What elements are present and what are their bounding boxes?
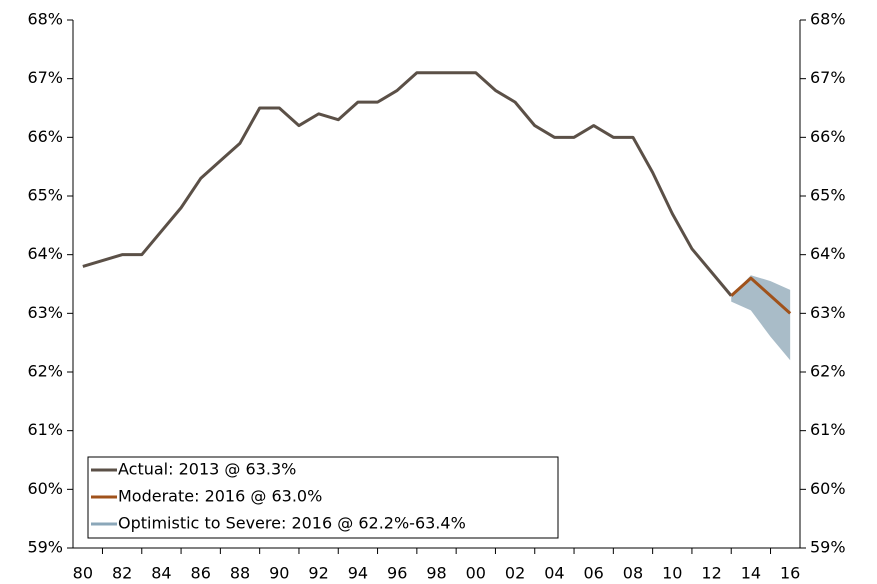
x-tick-label: 08 bbox=[623, 564, 643, 583]
y-tick-label: 66% bbox=[27, 127, 63, 146]
line bbox=[82, 71, 733, 297]
line bbox=[730, 276, 792, 315]
x-tick-label: 92 bbox=[308, 564, 328, 583]
x-tick-label: 06 bbox=[584, 564, 604, 583]
y2-tick-label: 67% bbox=[810, 68, 846, 87]
y-tick-label: 64% bbox=[27, 244, 63, 263]
legend-label: Moderate: 2016 @ 63.0% bbox=[118, 487, 322, 506]
y-tick-label: 60% bbox=[27, 479, 63, 498]
x-tick-label: 96 bbox=[387, 564, 407, 583]
y-tick-label: 59% bbox=[27, 538, 63, 557]
y-tick-label: 67% bbox=[27, 68, 63, 87]
x-tick-label: 82 bbox=[112, 564, 132, 583]
y-tick-label: 65% bbox=[27, 186, 63, 205]
y2-tick-label: 62% bbox=[810, 362, 846, 381]
x-tick-label: 14 bbox=[741, 564, 761, 583]
y2-tick-label: 59% bbox=[810, 538, 846, 557]
x-tick-label: 00 bbox=[466, 564, 486, 583]
range-band bbox=[731, 275, 791, 361]
x-tick-label: 04 bbox=[544, 564, 564, 583]
x-tick-label: 84 bbox=[151, 564, 171, 583]
y2-tick-label: 68% bbox=[810, 10, 846, 29]
x-tick-label: 80 bbox=[73, 564, 93, 583]
x-tick-label: 90 bbox=[269, 564, 289, 583]
legend-label: Actual: 2013 @ 63.3% bbox=[118, 460, 296, 479]
x-tick-label: 86 bbox=[191, 564, 211, 583]
x-tick-label: 12 bbox=[701, 564, 721, 583]
x-tick-label: 94 bbox=[348, 564, 368, 583]
y-tick-label: 62% bbox=[27, 362, 63, 381]
legend-box bbox=[87, 456, 559, 539]
y2-tick-label: 65% bbox=[810, 186, 846, 205]
y-tick-label: 63% bbox=[27, 303, 63, 322]
x-tick-label: 98 bbox=[426, 564, 446, 583]
x-tick-label: 02 bbox=[505, 564, 525, 583]
x-tick-label: 10 bbox=[662, 564, 682, 583]
y2-tick-label: 66% bbox=[810, 127, 846, 146]
y2-tick-label: 64% bbox=[810, 244, 846, 263]
y2-tick-label: 63% bbox=[810, 303, 846, 322]
y-tick-label: 68% bbox=[27, 10, 63, 29]
y2-tick-label: 60% bbox=[810, 479, 846, 498]
legend-label: Optimistic to Severe: 2016 @ 62.2%-63.4% bbox=[118, 514, 466, 533]
y-tick-label: 61% bbox=[27, 420, 63, 439]
x-tick-label: 16 bbox=[780, 564, 800, 583]
y2-tick-label: 61% bbox=[810, 420, 846, 439]
x-tick-label: 88 bbox=[230, 564, 250, 583]
